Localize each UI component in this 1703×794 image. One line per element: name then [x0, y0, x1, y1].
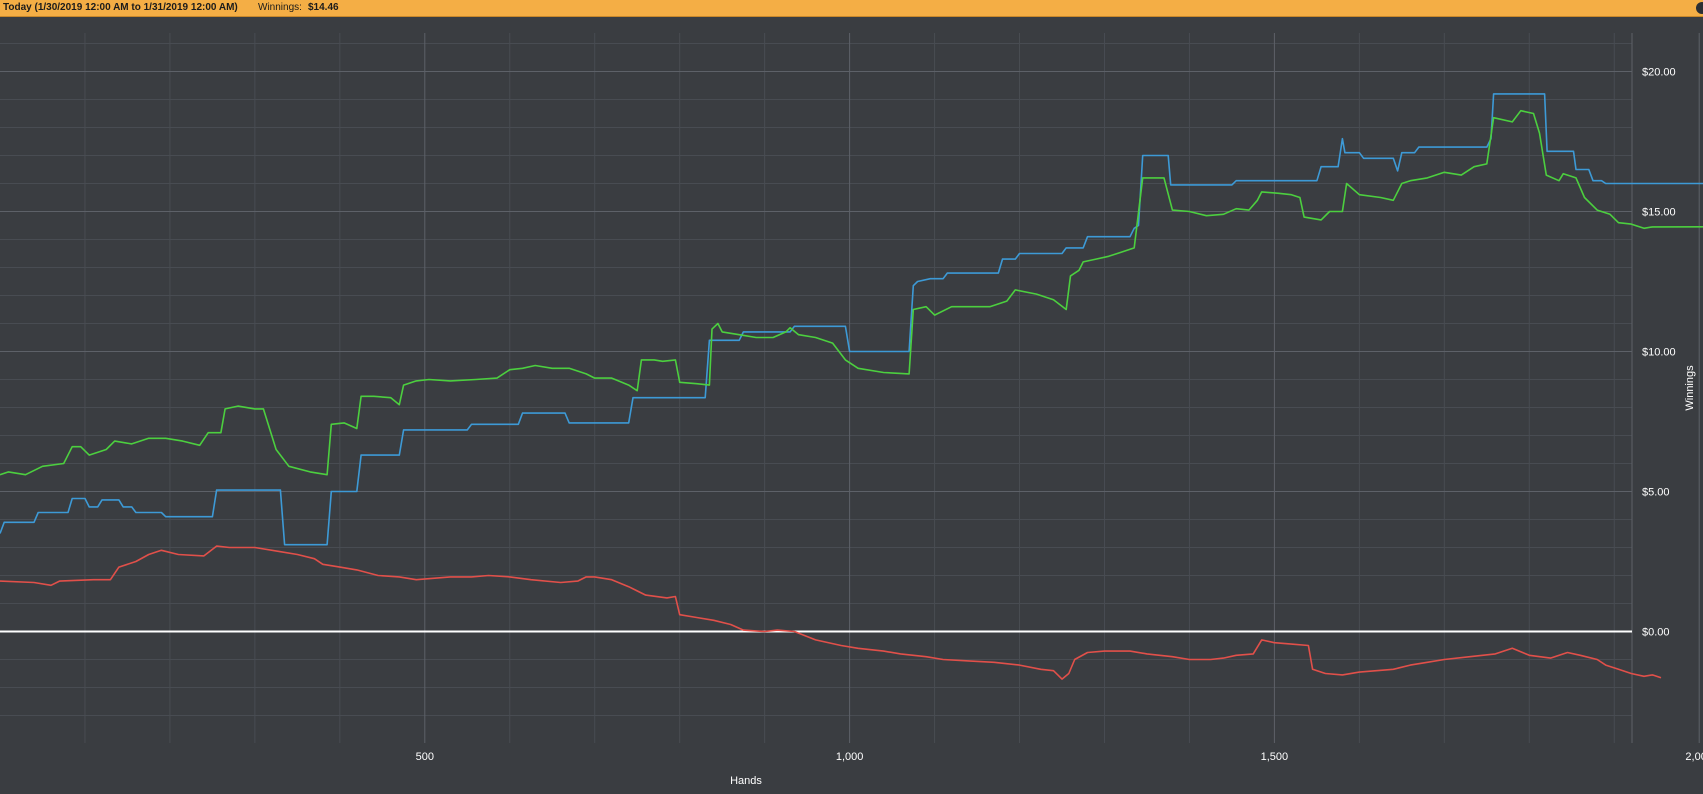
corner-circle-icon: [1696, 2, 1703, 14]
x-tick-label: 1,000: [836, 751, 864, 763]
y-tick-label: $5.00: [1642, 487, 1670, 499]
winnings-label: Winnings:: [258, 2, 302, 13]
x-axis-ticks: 500 1,000 1,500 2,000: [416, 751, 1703, 763]
major-gridlines: [0, 33, 1700, 743]
y-tick-label: $10.00: [1642, 347, 1676, 359]
x-tick-label: 2,000: [1685, 751, 1703, 763]
winnings-chart: 500 1,000 1,500 2,000 $0.00 $5.00 $10.00 $15.0…: [0, 33, 1703, 787]
y-axis-label: Winnings: [1684, 365, 1696, 411]
x-tick-label: 500: [416, 751, 434, 763]
period-label: Today (1/30/2019 12:00 AM to 1/31/2019 1…: [3, 2, 238, 13]
y-tick-label: $20.00: [1642, 67, 1676, 79]
header-bar: Today (1/30/2019 12:00 AM to 1/31/2019 1…: [0, 0, 1703, 17]
series-line-2: [0, 109, 1703, 476]
y-tick-label: $15.00: [1642, 207, 1676, 219]
series-line-1: [0, 93, 1703, 546]
x-axis-label: Hands: [730, 775, 762, 787]
minor-gridlines: [0, 33, 1632, 743]
y-axis-ticks: $0.00 $5.00 $10.00 $15.00 $20.00: [1642, 67, 1676, 639]
series-lines: [0, 93, 1703, 680]
series-line-3: [0, 545, 1662, 680]
winnings-value: $14.46: [308, 2, 339, 13]
y-tick-label: $0.00: [1642, 627, 1670, 639]
x-tick-label: 1,500: [1261, 751, 1289, 763]
